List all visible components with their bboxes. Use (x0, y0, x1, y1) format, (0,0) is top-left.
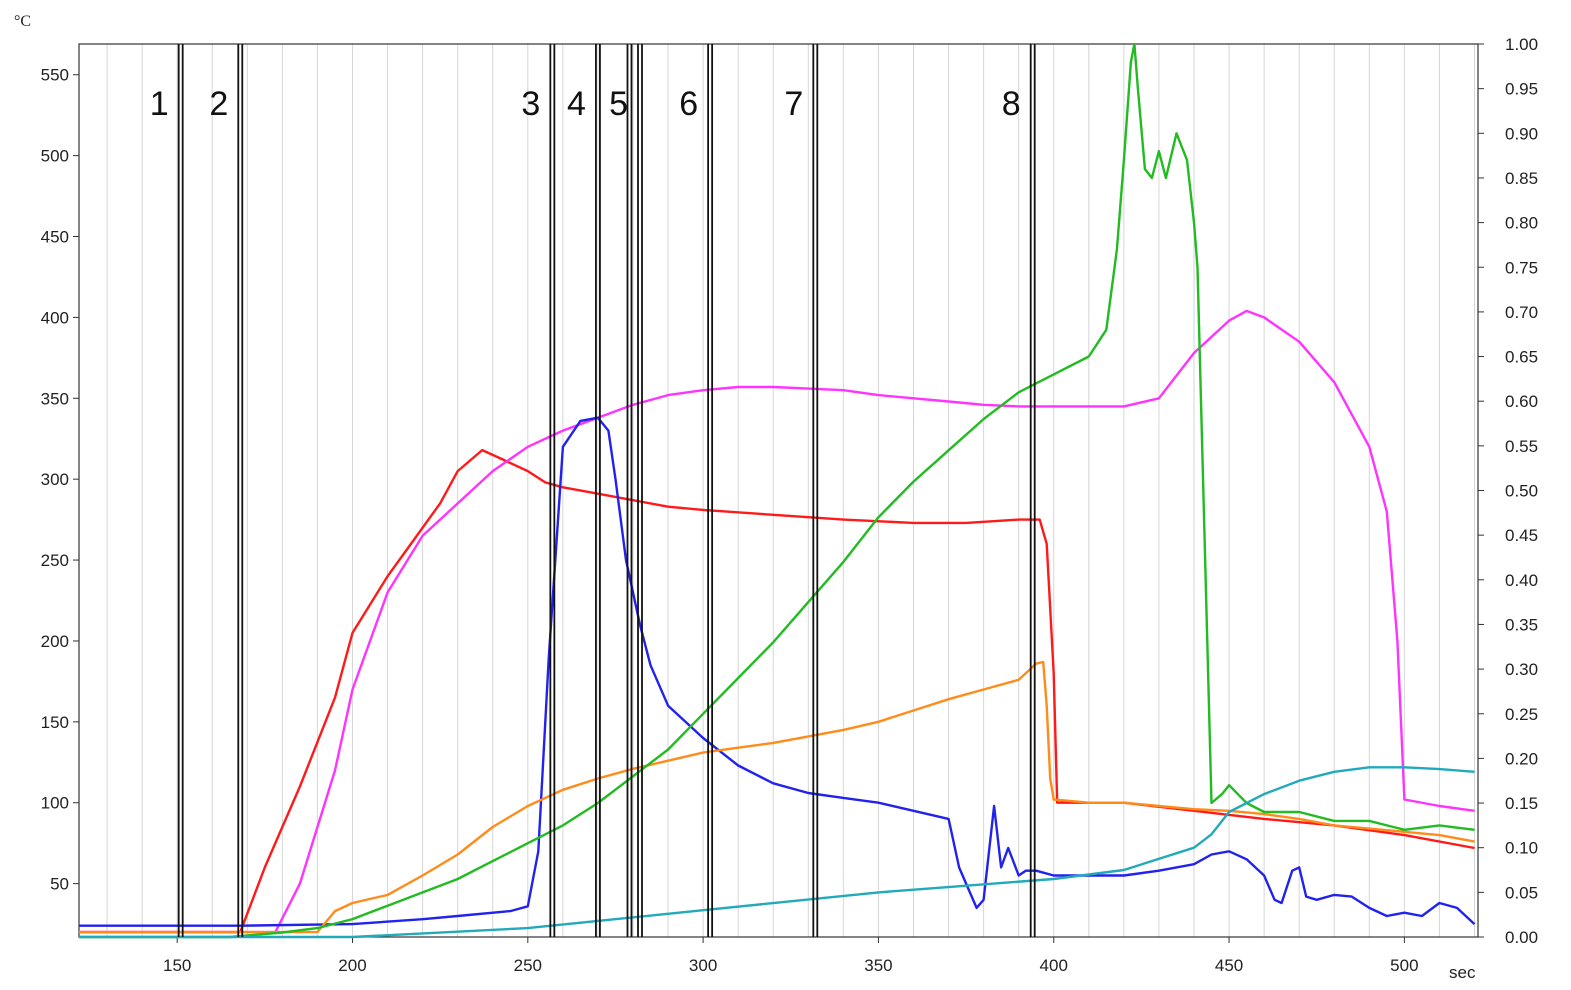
x-tick-label: 300 (689, 956, 717, 975)
x-unit-label: sec (1449, 963, 1476, 982)
y-left-tick-label: 350 (41, 389, 69, 408)
y-left-tick-label: 250 (41, 551, 69, 570)
y-right-tick-label: 0.50 (1505, 482, 1538, 501)
y-left-unit-label: °C (14, 13, 31, 30)
y-right-tick-label: 0.65 (1505, 348, 1538, 367)
y-left-tick-label: 550 (41, 66, 69, 85)
y-right-tick-label: 0.45 (1505, 526, 1538, 545)
marker-label: 6 (679, 85, 698, 123)
x-tick-label: 200 (338, 956, 366, 975)
y-left-tick-label: 50 (50, 875, 69, 894)
y-left-tick-label: 400 (41, 308, 69, 327)
marker-label: 3 (521, 85, 540, 123)
series-line-3 (79, 416, 1476, 927)
plot-frame (78, 43, 1479, 938)
x-tick-label: 150 (163, 956, 191, 975)
y-right-tick-label: 0.60 (1505, 392, 1538, 411)
y-right-tick-label: 0.95 (1505, 80, 1538, 99)
x-tick-label: 450 (1215, 956, 1243, 975)
y-right-tick-label: 0.10 (1505, 839, 1538, 858)
x-tick-label: 400 (1040, 956, 1068, 975)
tick-labels: 150 200 250 300 350 400 450 5005010015020025030… (41, 35, 1538, 975)
y-right-tick-label: 0.75 (1505, 258, 1538, 277)
y-left-tick-label: 300 (41, 470, 69, 489)
y-left-tick-label: 100 (41, 794, 69, 813)
y-right-tick-label: 0.15 (1505, 794, 1538, 813)
marker-label: 1 (150, 85, 169, 123)
series-line-2 (79, 309, 1475, 934)
series-line-6 (79, 766, 1475, 939)
series-line-1 (79, 448, 1475, 934)
series-line-4 (79, 660, 1475, 934)
marker-label: 8 (1002, 85, 1021, 123)
x-tick-label: 500 (1390, 956, 1418, 975)
y-right-tick-label: 0.55 (1505, 437, 1538, 456)
y-left-tick-label: 200 (41, 632, 69, 651)
marker-label: 4 (567, 85, 586, 123)
x-tick-label: 350 (864, 956, 892, 975)
y-right-tick-label: 1.00 (1505, 35, 1538, 54)
y-right-tick-label: 0.85 (1505, 169, 1538, 188)
y-right-tick-label: 0.80 (1505, 214, 1538, 233)
y-right-tick-label: 0.90 (1505, 124, 1538, 143)
y-right-tick-label: 0.70 (1505, 303, 1538, 322)
y-left-tick-label: 150 (41, 713, 69, 732)
y-right-tick-label: 0.05 (1505, 883, 1538, 902)
axes (73, 43, 1484, 943)
y-left-tick-label: 450 (41, 228, 69, 247)
y-right-tick-label: 0.25 (1505, 705, 1538, 724)
y-right-tick-label: 0.30 (1505, 660, 1538, 679)
y-right-tick-label: 0.00 (1505, 928, 1538, 947)
x-tick-label: 250 (514, 956, 542, 975)
y-left-tick-label: 500 (41, 147, 69, 166)
marker-label: 7 (784, 85, 803, 123)
y-right-tick-label: 0.20 (1505, 749, 1538, 768)
marker-label: 5 (609, 85, 628, 123)
y-right-tick-label: 0.35 (1505, 615, 1538, 634)
series-line-5 (79, 42, 1475, 939)
marker-label: 2 (209, 85, 228, 123)
y-right-tick-label: 0.40 (1505, 571, 1538, 590)
series-group (79, 42, 1476, 939)
grid (106, 44, 1475, 937)
